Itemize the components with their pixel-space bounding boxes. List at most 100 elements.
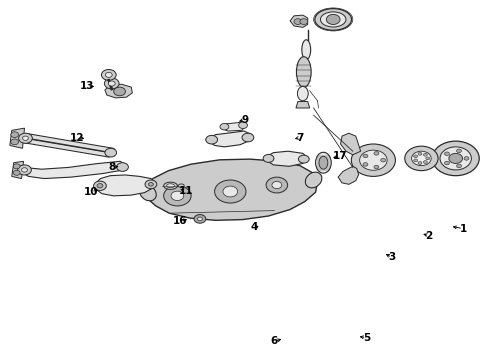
Circle shape [449,153,463,163]
Circle shape [272,181,282,189]
Ellipse shape [315,9,352,30]
Ellipse shape [320,12,346,27]
Ellipse shape [167,184,174,188]
Circle shape [104,78,119,89]
Circle shape [464,157,469,160]
Text: 7: 7 [296,132,304,143]
Circle shape [374,152,379,155]
Circle shape [294,19,302,24]
Text: 13: 13 [80,81,95,91]
Circle shape [23,136,28,140]
Circle shape [22,168,27,172]
Circle shape [215,180,246,203]
Text: 12: 12 [70,132,85,143]
Circle shape [206,135,218,144]
Ellipse shape [140,185,156,201]
Text: 1: 1 [460,224,466,234]
Polygon shape [338,166,359,184]
Ellipse shape [164,182,177,189]
Circle shape [440,147,471,170]
Circle shape [457,149,462,153]
Circle shape [220,123,229,130]
Circle shape [171,191,184,201]
Circle shape [101,69,116,80]
Polygon shape [341,133,361,155]
Circle shape [13,170,20,175]
Circle shape [197,217,202,221]
Text: 17: 17 [333,151,347,161]
Text: 9: 9 [242,114,248,125]
Circle shape [117,163,128,171]
Circle shape [300,19,308,24]
Circle shape [414,159,417,162]
Ellipse shape [305,172,322,188]
Circle shape [418,162,422,165]
Text: 5: 5 [363,333,370,343]
Circle shape [114,87,125,96]
Circle shape [444,152,449,156]
Ellipse shape [297,86,308,101]
Circle shape [148,183,153,186]
Ellipse shape [319,156,328,169]
Ellipse shape [302,40,311,59]
Circle shape [105,72,112,77]
Circle shape [263,154,274,162]
Circle shape [108,81,115,86]
Circle shape [194,215,206,223]
Circle shape [266,177,288,193]
Circle shape [360,150,387,170]
Ellipse shape [178,184,184,188]
Polygon shape [266,151,308,166]
Text: 3: 3 [389,252,395,262]
Circle shape [432,141,479,176]
Circle shape [18,165,31,175]
Circle shape [444,161,449,165]
Circle shape [19,133,32,143]
Circle shape [223,186,238,197]
Circle shape [11,139,19,145]
Circle shape [418,152,422,155]
Ellipse shape [296,57,311,87]
Circle shape [239,122,247,129]
Circle shape [363,154,368,158]
Text: 11: 11 [179,186,194,196]
Circle shape [363,163,368,166]
Circle shape [13,164,20,169]
Circle shape [105,148,117,157]
Polygon shape [223,122,245,131]
Polygon shape [206,131,252,147]
Circle shape [423,161,427,163]
Circle shape [426,157,430,160]
Polygon shape [95,175,156,196]
Text: 10: 10 [84,186,98,197]
Circle shape [164,186,191,206]
Circle shape [242,133,254,142]
Circle shape [351,144,395,176]
Circle shape [145,180,157,189]
Circle shape [423,153,427,156]
Circle shape [97,184,103,188]
Polygon shape [10,128,24,148]
Text: 2: 2 [426,231,433,241]
Circle shape [11,132,19,138]
Ellipse shape [316,152,331,173]
Polygon shape [145,159,318,220]
Circle shape [381,158,386,162]
Circle shape [457,164,462,168]
Circle shape [414,155,417,158]
Polygon shape [296,102,310,108]
Text: 6: 6 [271,336,278,346]
Circle shape [94,181,106,190]
Polygon shape [105,84,132,98]
Circle shape [412,151,431,166]
Circle shape [326,14,340,24]
Text: 4: 4 [250,222,258,232]
Circle shape [374,165,379,169]
Polygon shape [290,15,308,27]
Circle shape [405,146,438,171]
Polygon shape [12,161,24,179]
Text: 8: 8 [108,162,115,172]
Text: 16: 16 [173,216,188,226]
Circle shape [298,155,309,163]
Polygon shape [21,161,126,179]
